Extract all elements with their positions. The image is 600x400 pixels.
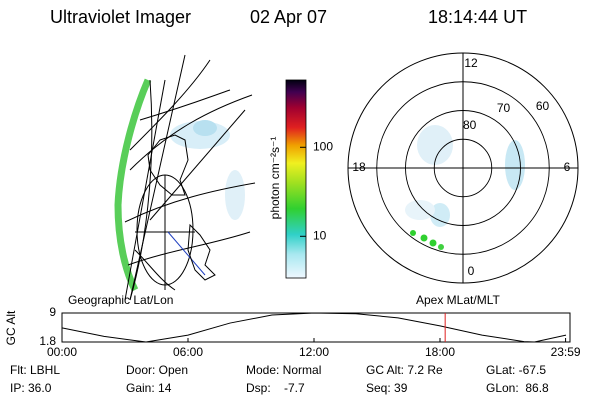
lat-ring bbox=[376, 81, 550, 255]
footer-field: Dsp: -7.7 bbox=[246, 381, 305, 395]
mlt-label: 0 bbox=[468, 264, 475, 278]
footer-field: Seq: 39 bbox=[366, 381, 408, 395]
time: 18:14:44 UT bbox=[428, 7, 527, 27]
footer-field: Mode: Normal bbox=[246, 363, 321, 377]
footer: Flt: LBHL Door: Open Mode: Normal GC Alt: 7… bbox=[10, 363, 549, 395]
lat-label: 80 bbox=[463, 118, 477, 132]
title: Ultraviolet Imager bbox=[50, 7, 191, 27]
lat-label: 70 bbox=[497, 101, 511, 115]
mlt-label: 18 bbox=[352, 160, 366, 174]
colorbar-tick-label: 100 bbox=[313, 139, 333, 153]
y-tick-label: 1.8 bbox=[39, 334, 56, 348]
timeline-left-label: Geographic Lat/Lon bbox=[68, 293, 173, 307]
footer-field: Door: Open bbox=[126, 363, 188, 377]
timeline-ylabel: GC Alt bbox=[4, 310, 18, 345]
mlt-label: 12 bbox=[464, 56, 478, 70]
y-tick-label: 9 bbox=[49, 305, 56, 319]
polar-aurora bbox=[405, 125, 525, 250]
x-tick-label: 00:00 bbox=[47, 345, 77, 359]
date: 02 Apr 07 bbox=[250, 7, 327, 27]
timeline-frame bbox=[61, 312, 571, 343]
mlt-label: 6 bbox=[564, 160, 571, 174]
altitude-curve bbox=[61, 312, 567, 343]
footer-field: Gain: 14 bbox=[126, 381, 172, 395]
geo-map bbox=[114, 54, 256, 301]
footer-field: GC Alt: 7.2 Re bbox=[366, 363, 443, 377]
colorbar bbox=[285, 79, 307, 279]
footer-field: IP: 36.0 bbox=[10, 381, 52, 395]
lat-ring bbox=[405, 110, 521, 226]
lat-ring bbox=[433, 138, 493, 198]
x-tick-label: 12:00 bbox=[299, 345, 329, 359]
footer-field: Flt: LBHL bbox=[10, 363, 60, 377]
x-tick-label: 18:00 bbox=[425, 345, 455, 359]
colorbar-tick-label: 10 bbox=[313, 228, 327, 242]
footer-field: GLat: -67.5 bbox=[486, 363, 546, 377]
colorbar-label: photon cm⁻²s⁻¹ bbox=[268, 137, 282, 220]
lat-label: 60 bbox=[536, 99, 550, 113]
x-tick-label: 23:59 bbox=[551, 345, 581, 359]
timeline-right-label: Apex MLat/MLT bbox=[416, 293, 500, 307]
x-tick-label: 06:00 bbox=[173, 345, 203, 359]
footer-field: GLon: 86.8 bbox=[486, 381, 549, 395]
